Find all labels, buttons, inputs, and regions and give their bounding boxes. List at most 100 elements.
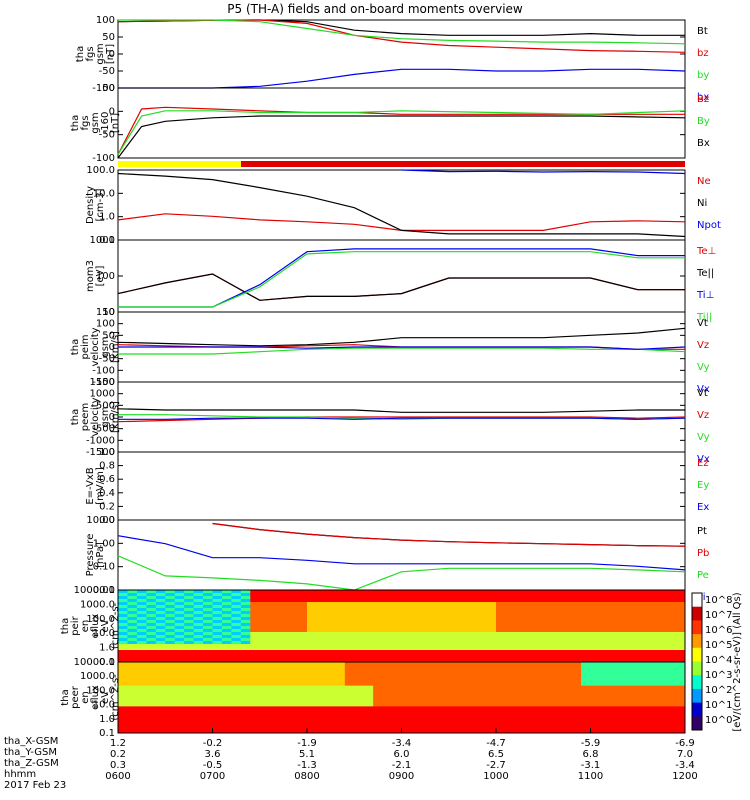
ylabel-line: [nT] (110, 113, 121, 133)
spectrogram-cell (543, 650, 554, 654)
spectrogram-cell (533, 662, 544, 666)
spectrogram-cell (410, 611, 421, 615)
spectrogram-cell (373, 712, 384, 716)
spectrogram-cell (486, 727, 497, 731)
spectrogram-cell (193, 608, 204, 612)
spectrogram-cell (155, 688, 166, 693)
spectrogram-cell (193, 679, 204, 684)
ytick-label: 1000.0 (80, 599, 115, 610)
spectrogram-cell (420, 670, 431, 675)
spectrogram-cell (543, 718, 554, 722)
spectrogram-cell (392, 703, 402, 707)
spectrogram-cell (496, 614, 506, 618)
spectrogram-cell (155, 727, 166, 731)
spectrogram-cell (599, 605, 610, 609)
spectrogram-cell (675, 730, 686, 734)
spectrogram-cell (231, 623, 242, 627)
spectrogram-cell (373, 703, 384, 707)
spectrogram-cell (212, 694, 223, 698)
spectrogram-cell (675, 590, 686, 594)
spectrogram-cell (533, 697, 544, 701)
spectrogram-cell (429, 647, 440, 651)
spectrogram-cell (278, 641, 289, 645)
spectrogram-cell (269, 623, 280, 627)
spectrogram-cell (212, 653, 223, 657)
spectrogram-cell (562, 676, 573, 681)
spectrogram-cell (533, 727, 544, 731)
spectrogram-cell (278, 685, 289, 690)
spectrogram-cell (609, 664, 620, 669)
spectrogram-cell (524, 676, 535, 681)
spectrogram-cell (165, 670, 176, 675)
xtick-value: -1.9 (297, 738, 317, 749)
spectrogram-cell (288, 682, 299, 687)
spectrogram-cell (543, 700, 554, 704)
spectrogram-cell (666, 608, 677, 612)
spectrogram-cell (344, 706, 355, 710)
spectrogram-cell (165, 730, 176, 734)
spectrogram-cell (335, 694, 346, 698)
spectrogram-cell (618, 667, 629, 672)
spectrogram-cell (136, 670, 147, 675)
spectrogram-cell (448, 632, 459, 636)
spectrogram-cell (373, 679, 384, 684)
spectrogram-cell (382, 721, 393, 725)
spectrogram-cell (609, 685, 620, 690)
spectrogram-cell (288, 670, 299, 675)
spectrogram-cell (675, 662, 686, 666)
spectrogram-cell (193, 709, 204, 713)
spectrogram-cell (250, 626, 261, 630)
spectrogram-cell (297, 590, 308, 594)
spectrogram-cell (136, 664, 147, 669)
spectrogram-cell (486, 647, 497, 651)
spectrogram-cell (325, 670, 336, 675)
spectrogram-cell (505, 620, 516, 624)
spectrogram-cell (344, 629, 355, 633)
spectrogram-cell (628, 590, 639, 594)
spectrogram-cell (392, 626, 402, 630)
spectrogram-cell (401, 641, 412, 645)
spectrogram-cell (259, 697, 270, 701)
legend-By: By (697, 116, 710, 127)
spectrogram-cell (288, 706, 299, 710)
spectrogram-cell (316, 691, 327, 696)
spectrogram-cell (571, 641, 582, 645)
spectrogram-cell (562, 650, 573, 654)
spectrogram-cell (505, 667, 516, 672)
spectrogram-cell (392, 700, 402, 704)
spectrogram-cell (392, 599, 402, 603)
spectrogram-cell (496, 596, 506, 600)
spectrogram-cell (505, 650, 516, 654)
spectrogram-cell (184, 602, 195, 606)
spectrogram-cell (127, 685, 138, 690)
spectrogram-cell (467, 703, 478, 707)
spectrogram-cell (562, 620, 573, 624)
spectrogram-cell (373, 638, 384, 642)
spectrogram-cell (647, 730, 658, 734)
spectrogram-cell (212, 697, 223, 701)
spectrogram-cell (524, 685, 535, 690)
spectrogram-cell (505, 691, 516, 696)
spectrogram-cell (297, 650, 308, 654)
spectrogram-cell (146, 596, 157, 600)
spectrogram-cell (155, 703, 166, 707)
spectrogram-cell (439, 605, 450, 609)
spectrogram-cell (628, 691, 639, 696)
spectrogram-cell (174, 679, 185, 684)
spectrogram-cell (288, 662, 299, 666)
legend-Ez: Ez (697, 458, 709, 469)
spectrogram-cell (666, 703, 677, 707)
spectrogram-cell (307, 653, 317, 657)
spectrogram-cell (581, 602, 591, 606)
spectrogram-cell (618, 608, 629, 612)
spectrogram-cell (259, 620, 270, 624)
spectrogram-cell (656, 718, 667, 722)
spectrogram-cell (562, 635, 573, 639)
spectrogram-cell (439, 644, 450, 648)
spectrogram-cell (609, 653, 620, 657)
legend-Vt: Vt (697, 388, 708, 399)
spectrogram-cell (118, 608, 128, 612)
spectrogram-cell (543, 635, 554, 639)
spectrogram-cell (618, 727, 629, 731)
spectrogram-cell (599, 659, 610, 663)
